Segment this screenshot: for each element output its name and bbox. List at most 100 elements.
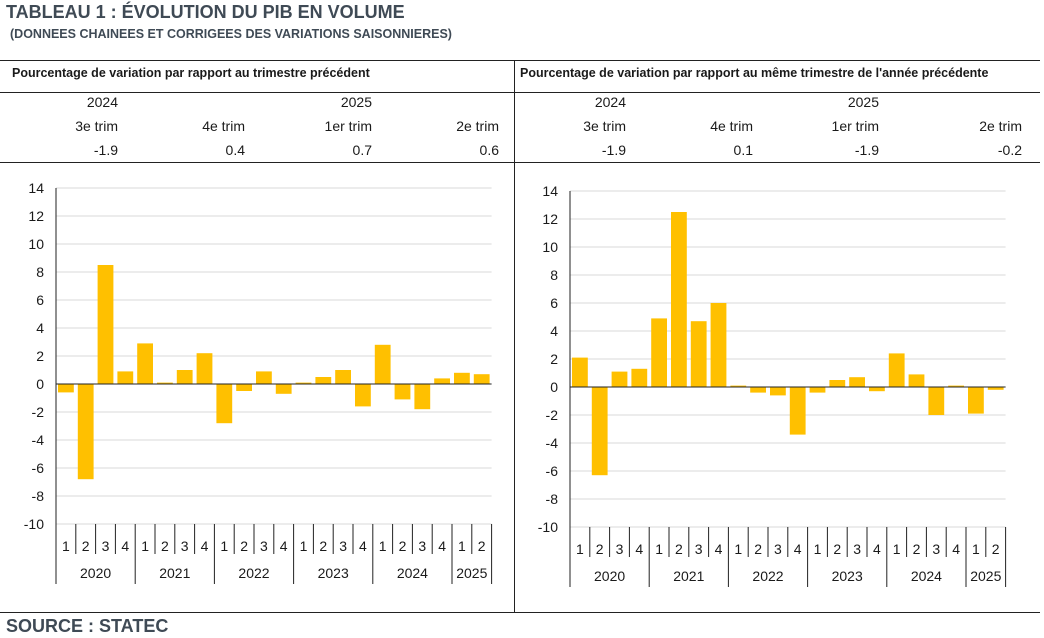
right-table-value: -1.9 [601, 142, 626, 158]
quarter-label: 3 [339, 538, 347, 554]
quarter-label: 3 [616, 541, 624, 557]
y-tick-label: -2 [32, 404, 45, 420]
y-tick-label: 8 [550, 267, 558, 283]
bar [968, 387, 984, 414]
bar [236, 384, 252, 391]
bar [315, 377, 332, 384]
quarter-label: 1 [300, 538, 308, 554]
bar [394, 384, 411, 400]
right-quarter-label: 4e trim [710, 118, 753, 134]
year-label: 2024 [911, 568, 942, 584]
quarter-label: 4 [873, 541, 881, 557]
table-bottom-line [0, 162, 1040, 163]
left-quarter-label: 1er trim [324, 118, 372, 134]
bar [275, 384, 292, 394]
quarter-label: 1 [655, 541, 663, 557]
y-tick-label: 4 [550, 323, 558, 339]
year-label: 2022 [238, 565, 269, 581]
bar [157, 382, 173, 384]
left-year-2025: 2025 [340, 94, 372, 110]
y-tick-label: 6 [36, 292, 44, 308]
y-tick-label: 2 [550, 351, 558, 367]
quarter-label: 2 [754, 541, 762, 557]
bar [216, 384, 233, 424]
year-label: 2025 [970, 568, 1001, 584]
frame-bottom-line [0, 612, 1040, 613]
bar [829, 380, 846, 387]
source-note: SOURCE : STATEC [6, 616, 169, 636]
pane-divider-line [514, 60, 515, 612]
quarter-label: 4 [201, 538, 209, 554]
y-tick-label: 12 [542, 211, 558, 227]
y-tick-label: 8 [36, 264, 44, 280]
quarter-label: 2 [161, 538, 169, 554]
bar [789, 387, 806, 435]
y-tick-label: 14 [542, 183, 558, 199]
quarter-label: 3 [932, 541, 940, 557]
bar [928, 387, 945, 415]
quarter-label: 1 [458, 538, 466, 554]
y-tick-label: -10 [538, 519, 558, 535]
header-divider-line [0, 92, 1040, 93]
y-tick-label: -8 [546, 491, 559, 507]
quarter-label: 3 [853, 541, 861, 557]
bar [77, 384, 94, 480]
page-title: TABLEAU 1 : ÉVOLUTION DU PIB EN VOLUME [6, 2, 405, 22]
quarter-label: 4 [715, 541, 723, 557]
bar [888, 353, 905, 387]
left-table-value: 0.7 [352, 142, 372, 158]
quarter-label: 1 [62, 538, 70, 554]
bar [948, 385, 964, 387]
quarter-label: 4 [952, 541, 960, 557]
y-tick-label: -6 [546, 463, 559, 479]
quarter-label: 2 [82, 538, 90, 554]
y-tick-label: 2 [36, 348, 44, 364]
right-quarter-label: 3e trim [583, 118, 626, 134]
quarter-label: 1 [220, 538, 228, 554]
y-tick-label: -10 [24, 516, 44, 532]
bar [908, 374, 925, 387]
bar [869, 387, 885, 392]
frame-top-line [0, 60, 1040, 61]
quarter-label: 3 [774, 541, 782, 557]
left-year-2024: 2024 [86, 94, 118, 110]
year-label: 2023 [318, 565, 349, 581]
quarter-label: 3 [260, 538, 268, 554]
bar [58, 384, 74, 393]
bar [473, 374, 490, 384]
bar [770, 387, 786, 396]
quarter-label: 2 [240, 538, 248, 554]
quarter-label: 1 [141, 538, 149, 554]
year-label: 2020 [80, 565, 111, 581]
bar [750, 387, 766, 393]
bar [710, 303, 727, 387]
year-label: 2022 [752, 568, 783, 584]
bar [414, 384, 431, 410]
y-tick-label: 10 [542, 239, 558, 255]
quarter-label: 1 [893, 541, 901, 557]
y-tick-label: 10 [28, 236, 44, 252]
left-table-value: 0.4 [225, 142, 245, 158]
quarter-label: 4 [794, 541, 802, 557]
right-table-value: 0.1 [733, 142, 753, 158]
page-subtitle: (DONNEES CHAINEES ET CORRIGEES DES VARIA… [10, 27, 452, 41]
left-quarter-label: 4e trim [202, 118, 245, 134]
bar [434, 378, 450, 384]
bar [611, 371, 628, 387]
bar [137, 343, 153, 384]
left-pane-heading: Pourcentage de variation par rapport au … [12, 66, 370, 80]
y-tick-label: -8 [32, 488, 45, 504]
left-table-value: 0.6 [479, 142, 499, 158]
bar [591, 387, 608, 476]
quarter-label: 3 [418, 538, 426, 554]
quarter-label: 2 [833, 541, 841, 557]
y-tick-label: 0 [36, 376, 44, 392]
quarter-label: 2 [319, 538, 327, 554]
bar [117, 371, 134, 384]
bar [671, 212, 687, 387]
left-quarter-label: 3e trim [75, 118, 118, 134]
quarter-label: 1 [576, 541, 584, 557]
year-label: 2025 [456, 565, 487, 581]
bar [374, 344, 391, 384]
bar [730, 385, 747, 387]
